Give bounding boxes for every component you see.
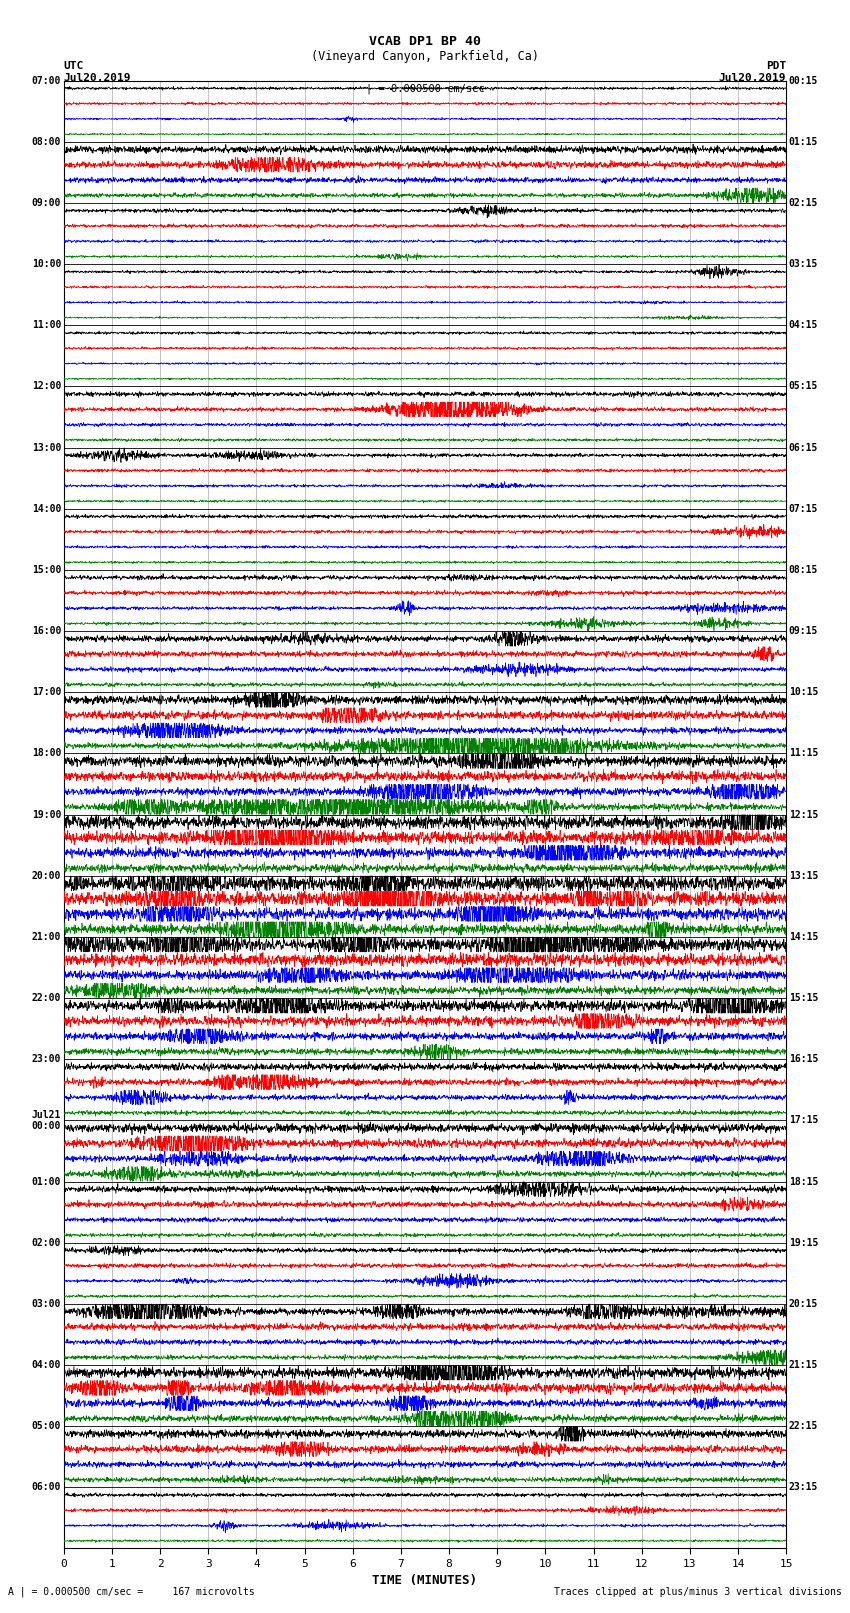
Text: 10:00: 10:00 bbox=[31, 260, 61, 269]
Text: 14:00: 14:00 bbox=[31, 503, 61, 515]
Text: 06:00: 06:00 bbox=[31, 1482, 61, 1492]
Text: | = 0.000500 cm/sec: | = 0.000500 cm/sec bbox=[366, 84, 484, 95]
Text: 01:15: 01:15 bbox=[789, 137, 819, 147]
Text: 13:00: 13:00 bbox=[31, 442, 61, 453]
Text: 07:15: 07:15 bbox=[789, 503, 819, 515]
Text: 16:00: 16:00 bbox=[31, 626, 61, 636]
Text: 12:00: 12:00 bbox=[31, 381, 61, 392]
Text: 15:00: 15:00 bbox=[31, 565, 61, 574]
Text: 21:00: 21:00 bbox=[31, 932, 61, 942]
Text: 17:15: 17:15 bbox=[789, 1115, 819, 1126]
Text: 03:15: 03:15 bbox=[789, 260, 819, 269]
Text: 16:15: 16:15 bbox=[789, 1055, 819, 1065]
Text: Traces clipped at plus/minus 3 vertical divisions: Traces clipped at plus/minus 3 vertical … bbox=[553, 1587, 842, 1597]
Text: 03:00: 03:00 bbox=[31, 1298, 61, 1308]
Text: UTC: UTC bbox=[64, 61, 84, 71]
Text: 04:15: 04:15 bbox=[789, 321, 819, 331]
Text: 09:15: 09:15 bbox=[789, 626, 819, 636]
Text: 00:15: 00:15 bbox=[789, 76, 819, 85]
Text: 23:00: 23:00 bbox=[31, 1055, 61, 1065]
Text: 12:15: 12:15 bbox=[789, 810, 819, 819]
Text: 07:00: 07:00 bbox=[31, 76, 61, 85]
Text: 14:15: 14:15 bbox=[789, 932, 819, 942]
Text: 19:00: 19:00 bbox=[31, 810, 61, 819]
Text: 23:15: 23:15 bbox=[789, 1482, 819, 1492]
Text: 02:00: 02:00 bbox=[31, 1237, 61, 1248]
Text: 13:15: 13:15 bbox=[789, 871, 819, 881]
Text: 01:00: 01:00 bbox=[31, 1176, 61, 1187]
Text: 06:15: 06:15 bbox=[789, 442, 819, 453]
Text: (Vineyard Canyon, Parkfield, Ca): (Vineyard Canyon, Parkfield, Ca) bbox=[311, 50, 539, 63]
Text: 22:00: 22:00 bbox=[31, 994, 61, 1003]
Text: 09:00: 09:00 bbox=[31, 198, 61, 208]
Text: 08:00: 08:00 bbox=[31, 137, 61, 147]
Text: 20:00: 20:00 bbox=[31, 871, 61, 881]
Text: 05:15: 05:15 bbox=[789, 381, 819, 392]
X-axis label: TIME (MINUTES): TIME (MINUTES) bbox=[372, 1574, 478, 1587]
Text: Jul21
00:00: Jul21 00:00 bbox=[31, 1110, 61, 1131]
Text: 19:15: 19:15 bbox=[789, 1237, 819, 1248]
Text: 17:00: 17:00 bbox=[31, 687, 61, 697]
Text: 22:15: 22:15 bbox=[789, 1421, 819, 1431]
Text: 21:15: 21:15 bbox=[789, 1360, 819, 1369]
Text: 05:00: 05:00 bbox=[31, 1421, 61, 1431]
Text: A | = 0.000500 cm/sec =     167 microvolts: A | = 0.000500 cm/sec = 167 microvolts bbox=[8, 1586, 255, 1597]
Text: 20:15: 20:15 bbox=[789, 1298, 819, 1308]
Text: VCAB DP1 BP 40: VCAB DP1 BP 40 bbox=[369, 35, 481, 48]
Text: 18:15: 18:15 bbox=[789, 1176, 819, 1187]
Text: 11:15: 11:15 bbox=[789, 748, 819, 758]
Text: 18:00: 18:00 bbox=[31, 748, 61, 758]
Text: 08:15: 08:15 bbox=[789, 565, 819, 574]
Text: 11:00: 11:00 bbox=[31, 321, 61, 331]
Text: Jul20,2019: Jul20,2019 bbox=[64, 73, 131, 82]
Text: 04:00: 04:00 bbox=[31, 1360, 61, 1369]
Text: 02:15: 02:15 bbox=[789, 198, 819, 208]
Text: PDT: PDT bbox=[766, 61, 786, 71]
Text: Jul20,2019: Jul20,2019 bbox=[719, 73, 786, 82]
Text: 10:15: 10:15 bbox=[789, 687, 819, 697]
Text: 15:15: 15:15 bbox=[789, 994, 819, 1003]
